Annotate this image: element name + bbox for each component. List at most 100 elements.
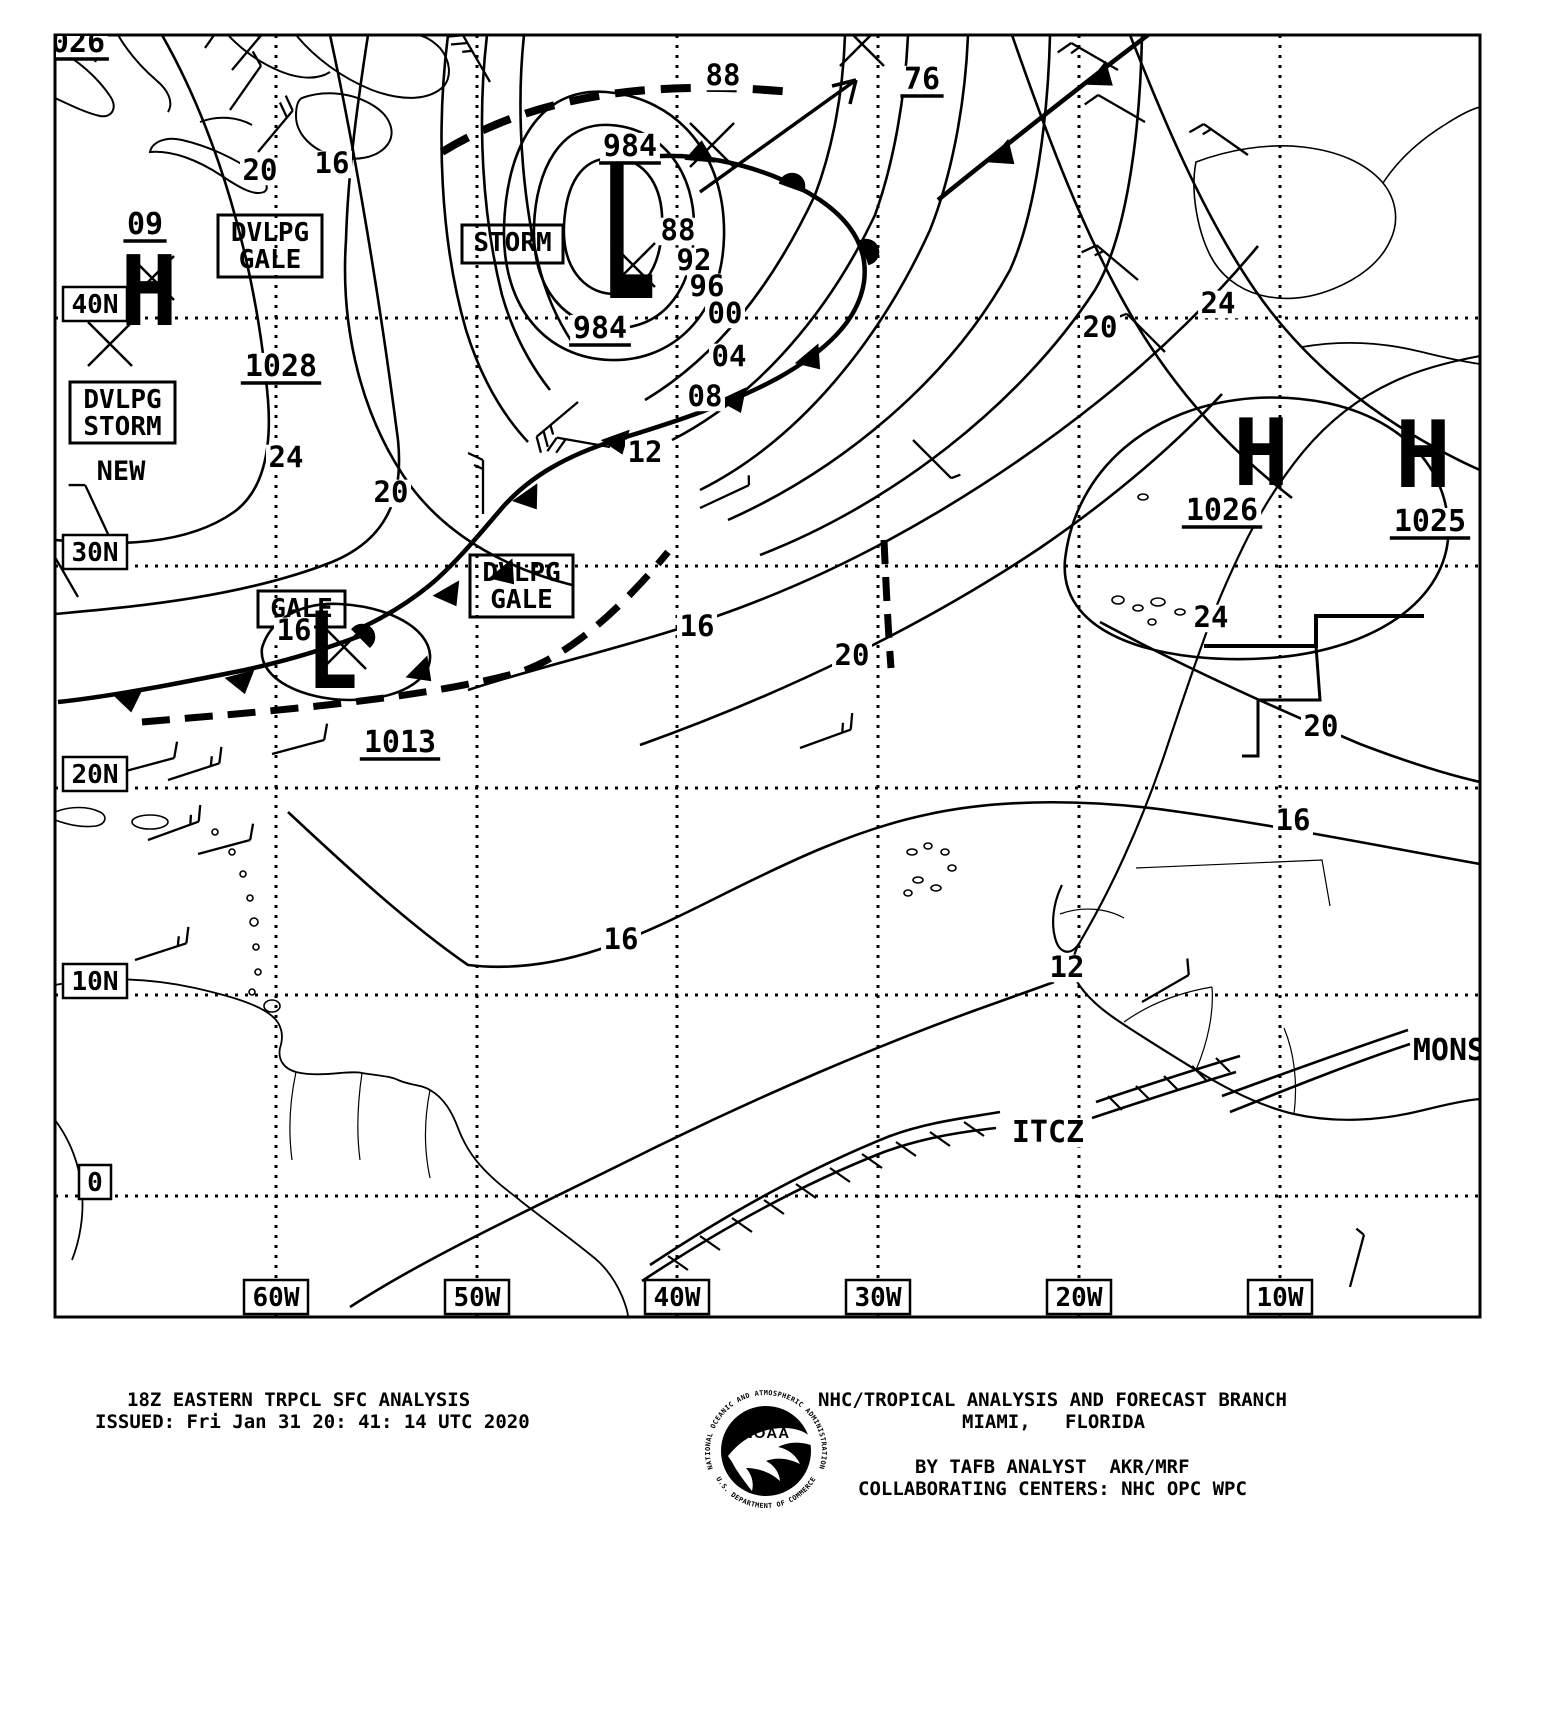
caption-title: 18Z EASTERN TRPCL SFC ANALYSIS: [127, 1389, 471, 1411]
caption-centers: COLLABORATING CENTERS: NHC OPC WPC: [858, 1478, 1247, 1500]
label-bg: [709, 343, 749, 372]
isobar-label-16: 16: [677, 609, 717, 643]
isobar-label-12: 12: [1047, 950, 1087, 984]
barb-full: [197, 804, 202, 822]
isobar-1016-gale-oval: [260, 602, 432, 702]
isobar-label-text: 96: [690, 269, 725, 303]
barb-half: [1094, 250, 1105, 257]
isobar-1016-long: [287, 800, 1479, 969]
isobar-label-16: 16: [1273, 803, 1313, 837]
border-senegal: [1123, 986, 1213, 1023]
coastline-iberia: [1193, 145, 1397, 300]
border-morocco-step: [1204, 614, 1424, 648]
barb-shaft: [1097, 94, 1146, 123]
coastline-anticosti: [199, 116, 253, 126]
longitude-label-50W: 50W: [443, 1278, 511, 1316]
latitude-label-40N-text: 40N: [72, 290, 119, 320]
barb-full: [1057, 42, 1072, 54]
pressure-value-text: 76: [904, 62, 940, 97]
label-bg: [601, 926, 641, 955]
isobar-1020-ne: [1010, 36, 1293, 500]
isobar-label-96: 96: [687, 269, 727, 303]
latlon-grid: [56, 36, 1479, 1316]
x-mark: [689, 122, 735, 168]
isobar-label-text: 24: [1201, 286, 1236, 320]
isobar-label-text: 92: [677, 243, 712, 277]
barb-full: [323, 723, 329, 741]
isobar-label-20: 20: [1080, 310, 1120, 344]
isobar-label-text: 24: [1194, 600, 1229, 634]
isobar-1020-mid: [639, 393, 1223, 747]
latitude-label-0-text: 0: [87, 1168, 103, 1198]
low-pressure-symbol: L: [600, 125, 656, 342]
pressure-value-984: 984: [599, 129, 661, 165]
trough-lines: [141, 83, 895, 726]
coastline-labrador: [56, 47, 115, 118]
label-bg: [360, 728, 440, 758]
barb-half: [473, 463, 484, 471]
pressure-value-text: 1013: [364, 725, 436, 760]
label-bg: [56, 36, 108, 58]
wind-barb: [1348, 1227, 1366, 1288]
isobar-label-16: 16: [274, 613, 314, 647]
low-pressure-symbol: L: [306, 590, 358, 713]
label-bg: [371, 479, 411, 508]
warning-box-frame: [468, 553, 575, 619]
latitude-label-0-box: [77, 1163, 113, 1201]
x-marks: [87, 36, 885, 670]
wind-barb: [912, 439, 961, 480]
isobar-label-20: 20: [832, 638, 872, 672]
isobar-label-text: 00: [708, 296, 743, 330]
pressure-value-text: 1028: [245, 349, 317, 384]
longitude-label-30W: 30W: [844, 1278, 912, 1316]
longitude-label-60W-text: 60W: [253, 1283, 300, 1313]
latitude-label-30N: 30N: [61, 533, 129, 571]
annotation-text: ITCZ: [1012, 1115, 1084, 1150]
barb-full: [1186, 958, 1190, 976]
isobar-label-text: 16: [315, 146, 350, 180]
warning-box-text: GALE: [239, 245, 302, 275]
isobar-east-1: [699, 36, 970, 492]
label-bg: [570, 314, 630, 344]
barb-half: [747, 475, 751, 486]
label-bg: [1273, 807, 1313, 836]
isobar-label-text: 16: [604, 922, 639, 956]
pressure-value-text: 1025: [1394, 504, 1466, 539]
isobars: [56, 36, 1479, 1309]
latitude-label-10N-text: 10N: [72, 967, 119, 997]
wind-barb: [1141, 958, 1190, 1003]
x-mark: [839, 36, 885, 67]
label-bg: [832, 642, 872, 671]
annotation-mons: MONS: [1413, 1033, 1479, 1068]
barb-shaft: [1203, 123, 1249, 156]
label-bg: [240, 157, 280, 186]
barb-full: [218, 746, 223, 764]
warning-box-text: DVLPG: [83, 385, 161, 415]
border-suriname: [357, 1072, 363, 1161]
latitude-label-10N: 10N: [61, 962, 129, 1000]
latitude-label-40N-box: [61, 285, 129, 323]
barb-shaft: [1126, 313, 1166, 353]
isobar-label-text: 16: [1276, 803, 1311, 837]
barb-full: [849, 712, 854, 730]
isobar-label-04: 04: [709, 339, 749, 373]
label-bg: [1301, 713, 1341, 742]
trough-central: [141, 549, 671, 726]
longitude-label-10W-text: 10W: [1257, 1283, 1304, 1313]
barb-shaft: [1348, 1234, 1366, 1288]
island-madeira: [1137, 493, 1149, 501]
wind-barb: [535, 401, 579, 453]
warning-box-text: STORM: [83, 412, 161, 442]
barb-full: [535, 436, 543, 453]
barb-full: [1084, 94, 1099, 106]
label-bg: [266, 444, 306, 473]
pressure-value-09: 09: [123, 207, 167, 243]
longitude-label-40W-text: 40W: [654, 1283, 701, 1313]
warning-box-text: DVLPG: [231, 218, 309, 248]
label-bg: [600, 132, 660, 162]
isobar-east-4: [727, 36, 1052, 522]
isobar-label-08: 08: [685, 379, 725, 413]
coastline-west-africa-south: [1071, 941, 1479, 1121]
label-bg: [1191, 604, 1231, 633]
